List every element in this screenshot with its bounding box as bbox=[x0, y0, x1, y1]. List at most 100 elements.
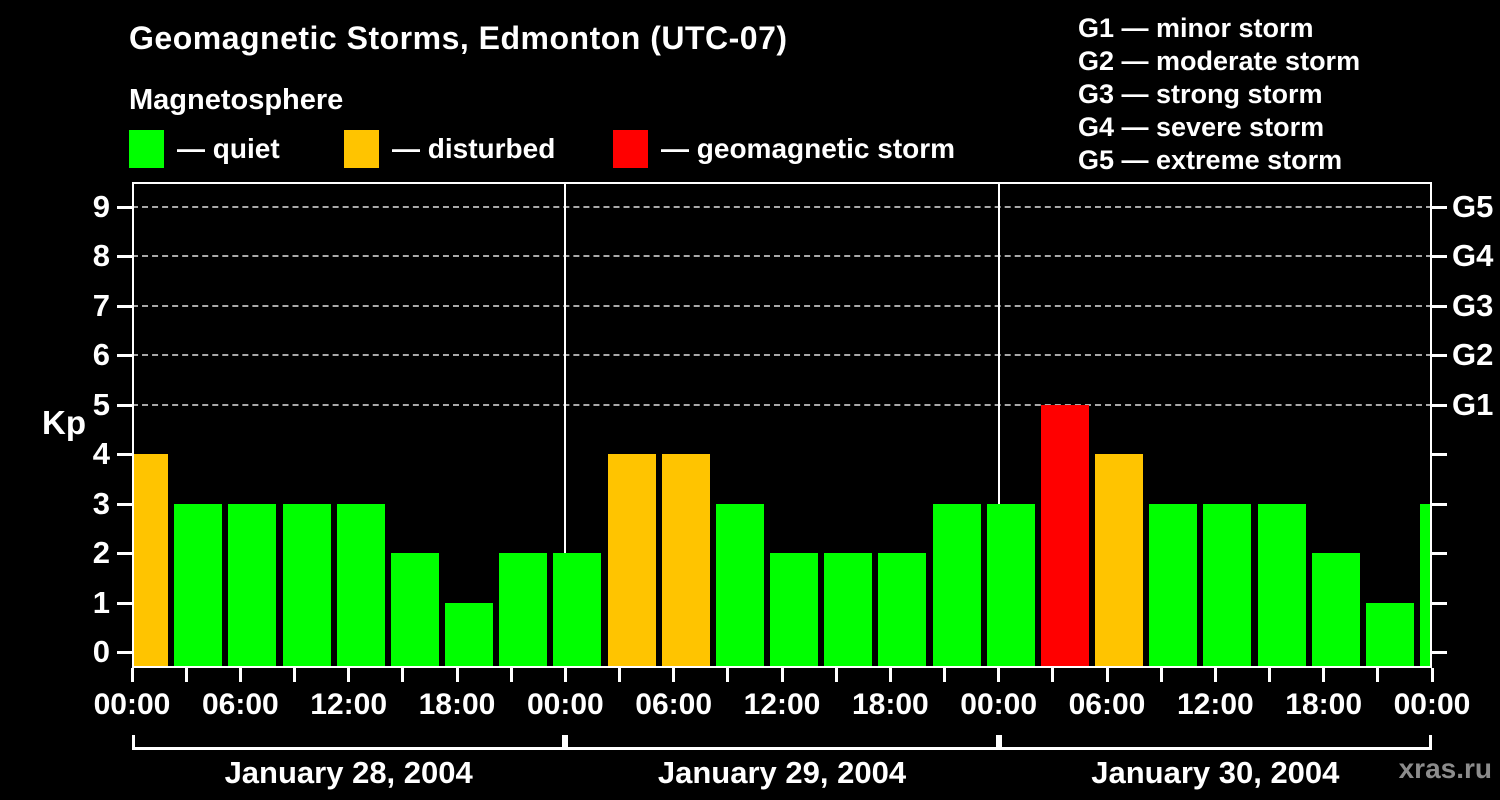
y-tick-label: 8 bbox=[92, 238, 110, 273]
g-level-label: G4 bbox=[1452, 238, 1494, 273]
legend-item-disturbed: — disturbed bbox=[344, 129, 555, 168]
kp-bar bbox=[661, 454, 710, 668]
x-tick bbox=[455, 668, 459, 682]
y-tick-label: 4 bbox=[92, 436, 110, 471]
g-level-label: G5 bbox=[1452, 188, 1494, 224]
y-tick bbox=[117, 403, 132, 407]
x-tick-label: 18:00 bbox=[851, 688, 929, 721]
y-tick-label: 6 bbox=[92, 337, 110, 372]
x-tick bbox=[1322, 668, 1326, 682]
gridline-kp5 bbox=[132, 403, 1432, 406]
y-tick-label: 1 bbox=[92, 584, 110, 620]
y-tick bbox=[117, 304, 132, 308]
date-label: January 30, 2004 bbox=[1091, 755, 1340, 790]
storm-scale-legend: G1 — minor storm G2 — moderate storm G3 … bbox=[1078, 12, 1360, 177]
x-tick bbox=[1430, 668, 1434, 682]
y-tick bbox=[117, 453, 132, 456]
right-tick bbox=[1432, 304, 1447, 308]
kp-bar bbox=[986, 503, 1035, 668]
storm-scale-line-g3: G3 — strong storm bbox=[1078, 79, 1323, 109]
kp-bar bbox=[1095, 454, 1143, 668]
x-tick bbox=[672, 668, 676, 682]
g-level-label: G2 bbox=[1452, 337, 1494, 372]
storm-scale-line-g4: G4 — severe storm bbox=[1078, 112, 1325, 142]
x-tick-label: 00:00 bbox=[960, 688, 1038, 721]
plot-area bbox=[132, 182, 1432, 668]
kp-bar bbox=[499, 553, 548, 668]
y-tick-label: 2 bbox=[92, 535, 110, 570]
y-tick bbox=[117, 502, 132, 506]
quiet-color-swatch bbox=[129, 129, 164, 168]
y-tick bbox=[117, 601, 132, 605]
y-tick-label: 3 bbox=[92, 485, 110, 521]
gridline-kp9 bbox=[132, 205, 1432, 208]
gridline-kp8 bbox=[132, 255, 1432, 257]
kp-bar bbox=[336, 503, 385, 668]
x-tick-label: 18:00 bbox=[1285, 688, 1363, 721]
x-tick bbox=[563, 668, 567, 682]
kp-bar bbox=[445, 602, 493, 668]
y-tick bbox=[117, 354, 132, 357]
kp-bar bbox=[553, 553, 602, 668]
gridline-kp7 bbox=[132, 304, 1432, 307]
x-tick-label: 12:00 bbox=[743, 688, 821, 721]
kp-bar bbox=[1040, 404, 1089, 668]
x-tick bbox=[943, 668, 946, 682]
x-tick bbox=[293, 668, 296, 682]
x-tick bbox=[509, 668, 513, 682]
y-tick bbox=[117, 255, 132, 258]
kp-bar bbox=[132, 454, 168, 668]
y-tick bbox=[117, 552, 132, 555]
x-tick bbox=[726, 668, 730, 682]
right-tick bbox=[1432, 601, 1447, 605]
x-tick-label: 12:00 bbox=[1176, 688, 1254, 721]
kp-bar bbox=[282, 503, 331, 668]
chart-subtitle: Magnetosphere bbox=[129, 84, 344, 116]
right-tick bbox=[1432, 453, 1447, 456]
kp-bar bbox=[1311, 553, 1360, 668]
g-level-label: G1 bbox=[1452, 386, 1494, 422]
x-tick bbox=[401, 668, 405, 682]
watermark: xras.ru bbox=[1398, 753, 1492, 784]
x-tick bbox=[780, 668, 784, 682]
right-tick bbox=[1432, 552, 1447, 555]
x-tick bbox=[997, 668, 1001, 682]
legend-item-quiet: — quiet bbox=[129, 129, 280, 168]
x-tick bbox=[184, 668, 188, 682]
day-bracket bbox=[565, 735, 999, 750]
legend-label-disturbed: — disturbed bbox=[392, 132, 556, 164]
g-level-label: G3 bbox=[1452, 287, 1494, 323]
date-label: January 28, 2004 bbox=[224, 755, 473, 790]
day-bracket bbox=[132, 735, 566, 750]
kp-bar bbox=[770, 553, 818, 668]
kp-bar bbox=[1203, 503, 1252, 668]
legend-item-storm: — geomagnetic storm bbox=[613, 129, 955, 168]
kp-bar bbox=[932, 503, 981, 668]
x-tick bbox=[1268, 668, 1271, 682]
right-tick bbox=[1432, 502, 1447, 506]
x-tick bbox=[1213, 668, 1217, 682]
kp-bar bbox=[878, 553, 927, 668]
storm-color-swatch bbox=[613, 129, 648, 168]
x-tick bbox=[618, 668, 621, 682]
x-tick-label: 06:00 bbox=[201, 688, 279, 721]
y-tick bbox=[117, 651, 132, 654]
kp-bar bbox=[1365, 602, 1414, 668]
x-tick-label: 18:00 bbox=[418, 688, 496, 721]
y-axis-title: Kp bbox=[42, 404, 86, 441]
kp-bar bbox=[390, 553, 439, 668]
kp-bar bbox=[715, 503, 764, 668]
legend-label-quiet: — quiet bbox=[177, 132, 280, 164]
x-tick bbox=[834, 668, 838, 682]
right-tick bbox=[1432, 354, 1447, 357]
storm-scale-line-g1: G1 — minor storm bbox=[1078, 13, 1314, 43]
x-tick bbox=[238, 668, 242, 682]
x-tick-label: 12:00 bbox=[310, 688, 388, 721]
kp-bar bbox=[824, 553, 873, 668]
y-tick-label: 9 bbox=[92, 188, 110, 224]
day-bracket bbox=[998, 735, 1432, 750]
x-tick bbox=[888, 668, 892, 682]
kp-bar bbox=[1149, 503, 1198, 668]
x-tick bbox=[1105, 668, 1109, 682]
kp-bar bbox=[174, 503, 223, 668]
